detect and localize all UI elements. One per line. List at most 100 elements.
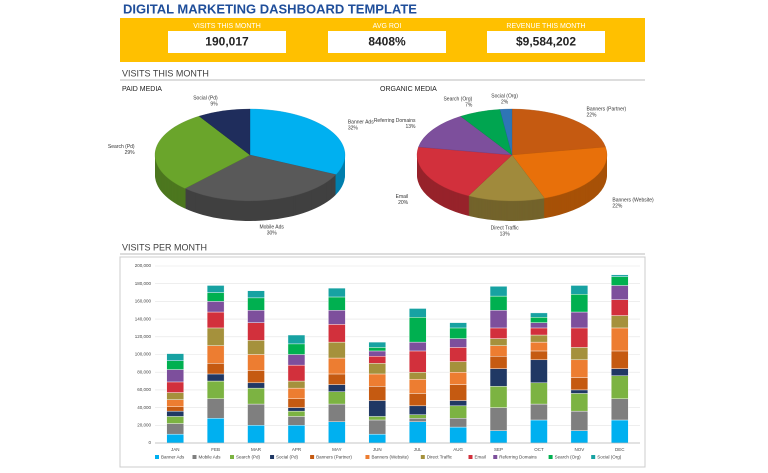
bar-segment	[328, 403, 346, 422]
pie-slice	[416, 146, 513, 197]
bar-segment	[287, 425, 306, 444]
bar-segment	[287, 343, 306, 355]
bar-segment	[206, 363, 225, 375]
bar-segment	[328, 341, 346, 359]
bar-segment	[206, 398, 225, 419]
bar-segment	[166, 433, 184, 444]
pie-value-label: 13%	[500, 231, 511, 237]
bar-segment	[409, 350, 427, 373]
bar-segment	[409, 393, 427, 407]
bar-segment	[206, 327, 225, 346]
pie-label: Social (Org)	[491, 93, 518, 99]
bar-segment	[611, 368, 629, 376]
chart-title: ORGANIC MEDIA	[380, 86, 437, 93]
bar-segment	[409, 405, 427, 415]
legend-swatch	[468, 455, 473, 459]
bar-segment	[570, 393, 589, 412]
kpi-box	[487, 31, 605, 53]
dashboard-title: DIGITAL MARKETING DASHBOARD TEMPLATE	[123, 1, 417, 16]
bar-segment	[530, 382, 548, 405]
bar-segment	[530, 350, 548, 361]
x-tick-label: NOV	[574, 447, 584, 452]
legend-label: Banners (Website)	[371, 455, 409, 460]
bar-segment	[530, 334, 548, 343]
bar-segment	[368, 400, 386, 417]
bar-segment	[489, 386, 508, 408]
bar-segment	[206, 345, 225, 364]
pie-value-label: 9%	[210, 101, 218, 107]
bar-segment	[328, 373, 346, 385]
pie-value-label: 22%	[586, 112, 597, 118]
bar-segment	[409, 418, 427, 422]
bar-segment	[449, 327, 467, 339]
kpi-value: $9,584,202	[516, 35, 576, 49]
bar-segment	[530, 312, 548, 318]
bar-segment	[287, 387, 306, 399]
bar-segment	[247, 322, 265, 341]
section-title: VISITS PER MONTH	[122, 242, 207, 252]
legend-label: Banner Ads	[161, 455, 185, 460]
bar-segment	[328, 384, 346, 392]
bar-segment	[206, 418, 225, 444]
bar-segment	[449, 361, 467, 373]
bar-segment	[328, 324, 346, 343]
bar-segment	[611, 299, 629, 316]
bar-segment	[449, 338, 467, 348]
kpi-box	[168, 31, 286, 53]
kpi-label: VISITS THIS MONTH	[193, 23, 261, 30]
bar-segment	[530, 322, 548, 329]
bar-segment	[166, 353, 184, 361]
legend-label: Search (Pd)	[236, 455, 261, 460]
bar-segment	[287, 407, 306, 412]
bar-segment	[328, 310, 346, 325]
bar-segment	[166, 416, 184, 424]
bar-segment	[570, 359, 589, 378]
pie-label: Search (Pd)	[108, 144, 135, 150]
bar-segment	[611, 327, 629, 352]
bar-segment	[570, 294, 589, 313]
bar-segment	[449, 426, 467, 444]
bar-segment	[206, 373, 225, 382]
bar-segment	[530, 359, 548, 384]
bar-segment	[409, 379, 427, 394]
x-tick-label: MAR	[251, 447, 262, 452]
legend-swatch	[420, 455, 425, 459]
bar-segment	[449, 384, 467, 401]
pie-label: Banners (Partner)	[586, 106, 626, 112]
bar-segment	[247, 425, 265, 444]
legend-swatch	[493, 455, 498, 459]
legend-label: Referring Domains	[499, 455, 537, 460]
bar-segment	[409, 341, 427, 352]
bar-segment	[570, 327, 589, 348]
legend-label: Social (Pd)	[276, 455, 299, 460]
bar-segment	[611, 398, 629, 421]
bar-segment	[530, 403, 548, 421]
bar-segment	[570, 285, 589, 295]
bar-segment	[247, 340, 265, 355]
y-tick-label: 80,000	[137, 369, 151, 374]
bar-segment	[489, 407, 508, 431]
kpi-value: 8408%	[368, 35, 406, 49]
pie-slice	[499, 108, 513, 156]
bar-segment	[166, 406, 184, 412]
bar-segment	[449, 372, 467, 385]
bar-segment	[287, 398, 306, 408]
x-tick-label: JAN	[171, 447, 180, 452]
bar-segment	[368, 373, 386, 387]
x-tick-label: SEP	[494, 447, 503, 452]
bar-segment	[368, 386, 386, 401]
legend-swatch	[155, 455, 159, 459]
chart-title: PAID MEDIA	[122, 86, 162, 93]
legend-swatch	[365, 455, 370, 459]
legend-swatch	[310, 455, 315, 459]
bar-segment	[328, 357, 346, 375]
y-tick-label: 200,000	[135, 263, 152, 268]
bar-segment	[247, 403, 265, 426]
bar-segment	[247, 290, 265, 299]
pie-slice	[249, 108, 346, 175]
x-tick-label: APR	[292, 447, 302, 452]
bar-segment	[368, 363, 386, 375]
bar-segment	[489, 368, 508, 387]
bar-segment	[611, 350, 629, 369]
bar-segment	[166, 423, 184, 435]
